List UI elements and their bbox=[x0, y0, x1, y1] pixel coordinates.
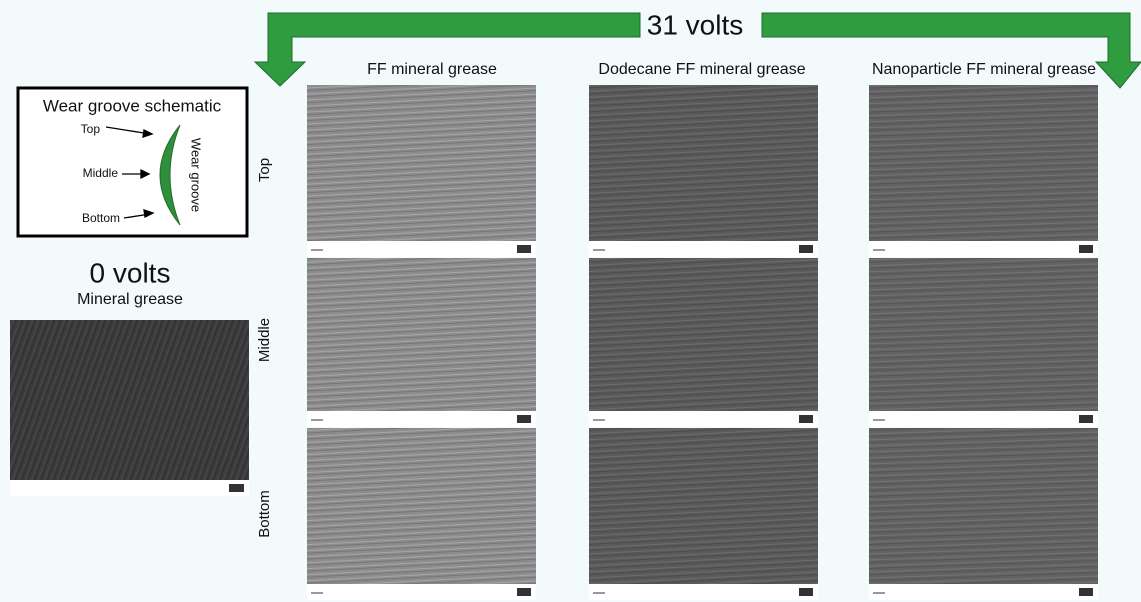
reference-title: 0 volts bbox=[90, 257, 171, 288]
groove-label: Wear groove bbox=[189, 138, 204, 212]
row-label: Top bbox=[256, 158, 273, 182]
reference-subtitle: Mineral grease bbox=[77, 291, 183, 308]
position-label: Top bbox=[81, 122, 101, 136]
schematic-title: Wear groove schematic bbox=[43, 96, 222, 115]
reference-image bbox=[10, 320, 249, 496]
position-label: Middle bbox=[83, 166, 119, 180]
row-label: Bottom bbox=[256, 490, 273, 538]
page: {"header": {"title": "31 volts"}, "colum… bbox=[0, 0, 1141, 602]
column-title: FF mineral grease bbox=[367, 61, 497, 78]
position-label: Bottom bbox=[82, 211, 120, 225]
sem-grid bbox=[307, 85, 1098, 600]
column-title: Nanoparticle FF mineral grease bbox=[872, 61, 1096, 78]
voltage-title: 31 volts bbox=[647, 9, 744, 40]
figure: 31 volts FF mineral grease Dodecane FF m… bbox=[0, 0, 1141, 602]
column-title: Dodecane FF mineral grease bbox=[598, 61, 805, 78]
row-label: Middle bbox=[256, 318, 273, 362]
